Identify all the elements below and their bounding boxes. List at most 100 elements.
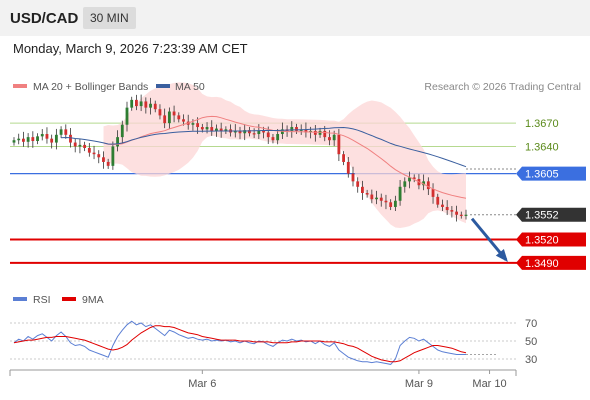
ma20-line: [103, 115, 467, 199]
candle-92: [445, 200, 449, 216]
svg-text:1.3490: 1.3490: [525, 258, 559, 270]
rsi-legend-label: RSI: [33, 294, 51, 306]
candle-60: [295, 123, 298, 135]
x-tick-label-Mar 10: Mar 10: [472, 378, 506, 390]
candle-45: [224, 126, 228, 135]
level-label-1.3490: 1.3490: [516, 255, 586, 270]
candle-32: [163, 108, 167, 129]
ma50-legend-label: MA 50: [175, 81, 205, 93]
copyright-text: Research © 2026 Trading Central: [424, 81, 581, 93]
svg-text:1.3670: 1.3670: [525, 118, 559, 130]
candle-20: [106, 158, 110, 169]
chart-header: USD/CAD 30 MIN: [0, 0, 590, 36]
rsi-ma-line: [13, 325, 467, 363]
candle-36: [182, 114, 185, 126]
rsi-legend-swatch: [13, 297, 27, 301]
candle-7: [45, 127, 49, 144]
candle-84: [408, 171, 411, 189]
candle-91: [441, 199, 444, 212]
svg-text:1.3520: 1.3520: [525, 235, 559, 247]
x-tick-label-Mar 9: Mar 9: [405, 378, 433, 390]
candle-28: [144, 97, 148, 114]
candle-11: [64, 124, 68, 139]
level-label-1.3640: 1.3640: [525, 141, 559, 153]
candle-24: [125, 101, 129, 132]
candle-16: [87, 143, 91, 157]
candle-13: [73, 138, 77, 153]
candle-15: [83, 141, 87, 152]
candle-80: [389, 199, 393, 211]
candle-55: [271, 134, 275, 144]
candle-75: [365, 189, 369, 198]
candle-33: [167, 107, 171, 130]
candle-30: [153, 100, 157, 113]
rsi-tick-70: 70: [525, 318, 537, 330]
candle-81: [393, 195, 397, 212]
candle-82: [398, 179, 402, 206]
ma50-legend-swatch: [156, 84, 170, 88]
projection-arrow-head: [495, 248, 508, 263]
candle-74: [361, 180, 364, 200]
svg-text:1.3605: 1.3605: [525, 169, 559, 181]
ma50-line: [61, 126, 467, 168]
candle-34: [172, 105, 176, 123]
rsi-ma-legend-label: 9MA: [82, 294, 104, 306]
candle-25: [130, 96, 134, 111]
candle-56: [276, 129, 280, 145]
candle-44: [219, 122, 223, 138]
candle-95: [459, 211, 463, 219]
bollinger-band-area: [103, 82, 466, 229]
candle-5: [36, 133, 39, 145]
candle-0: [12, 137, 16, 146]
timestamp: Monday, March 9, 2026 7:23:39 AM CET: [13, 41, 248, 56]
candle-19: [102, 151, 105, 169]
candle-23: [120, 120, 124, 144]
candle-3: [26, 133, 30, 148]
rsi-line: [13, 320, 466, 365]
interval-button[interactable]: 30 MIN: [83, 7, 136, 29]
candle-72: [351, 166, 355, 187]
candle-93: [450, 206, 454, 218]
candle-51: [252, 128, 256, 139]
level-label-1.3520: 1.3520: [516, 232, 586, 247]
candle-10: [59, 126, 63, 138]
candle-79: [384, 194, 388, 210]
bollinger-legend-swatch: [13, 84, 27, 88]
candle-17: [92, 145, 96, 160]
candle-85: [412, 174, 416, 183]
candle-65: [318, 127, 322, 138]
candle-73: [356, 177, 360, 193]
candle-35: [177, 112, 181, 123]
symbol-title: USD/CAD: [10, 10, 79, 27]
candle-1: [17, 133, 21, 145]
rsi-ma-legend-swatch: [62, 297, 76, 301]
candle-96: [464, 209, 468, 220]
candle-77: [375, 190, 378, 205]
candle-14: [78, 138, 82, 154]
candle-22: [116, 130, 119, 152]
svg-text:1.3552: 1.3552: [525, 210, 559, 222]
candle-9: [54, 128, 58, 150]
candle-76: [370, 189, 374, 204]
candle-42: [210, 120, 214, 136]
candle-48: [238, 126, 242, 140]
candle-50: [248, 127, 251, 137]
svg-text:1.3640: 1.3640: [525, 141, 559, 153]
candle-4: [31, 131, 35, 148]
candle-31: [158, 104, 162, 120]
candle-83: [403, 177, 407, 193]
rsi-tick-50: 50: [525, 336, 537, 348]
candle-21: [111, 141, 115, 170]
x-tick-label-Mar 6: Mar 6: [188, 378, 216, 390]
candle-78: [379, 193, 383, 207]
candle-52: [257, 124, 261, 139]
level-label-1.3605: 1.3605: [516, 166, 586, 181]
candle-26: [135, 94, 138, 111]
candle-6: [40, 129, 44, 141]
rsi-tick-30: 30: [525, 354, 537, 366]
candle-90: [436, 193, 440, 208]
candle-70: [342, 151, 345, 166]
candle-71: [346, 156, 350, 178]
candle-8: [50, 134, 54, 149]
